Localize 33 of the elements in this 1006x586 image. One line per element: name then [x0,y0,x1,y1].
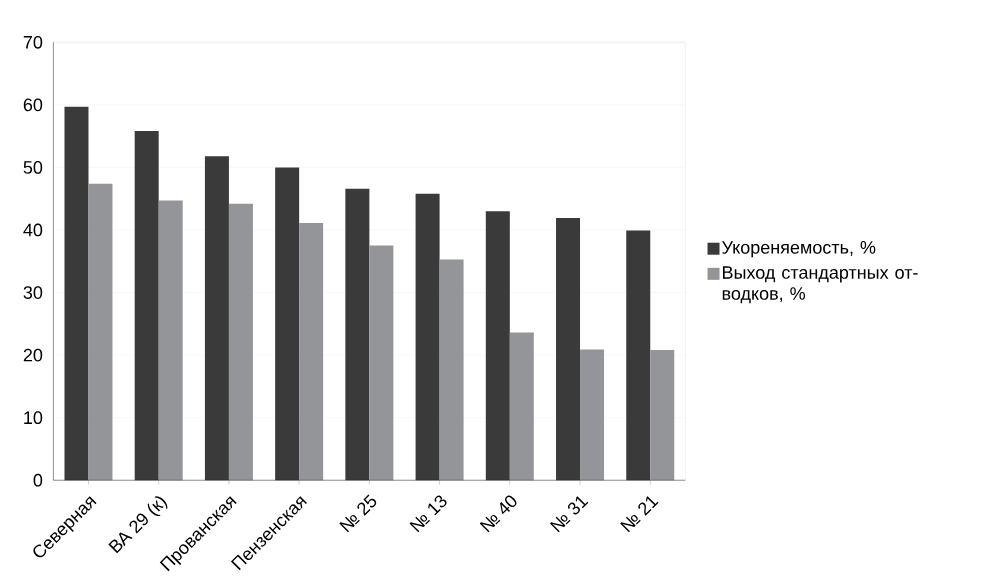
bar [158,200,183,481]
bar [345,188,370,481]
x-tick-label: № 21 [620,496,659,533]
x-tick-label: № 40 [479,495,517,533]
y-tick-label: 0 [33,473,43,487]
bar [134,131,159,481]
y-tick-label: 60 [23,98,43,112]
legend-label: Укореняемость, % [722,241,876,258]
y-tick-label: 10 [24,411,43,425]
bar [204,156,229,481]
x-tick-label: № 31 [549,496,589,533]
y-tick-label: 40 [23,223,43,237]
bar [64,106,89,481]
bar [228,203,253,481]
bar [650,350,675,481]
x-tick-label: № 13 [409,495,447,533]
y-tick-label: 50 [23,161,43,174]
y-tick-label: 30 [23,286,43,299]
bar [88,183,113,481]
y-tick-label: 70 [23,35,43,49]
y-tick-label: 20 [23,348,43,362]
bar [626,230,651,481]
bar [485,211,510,481]
bar [415,193,440,481]
bar [580,349,605,481]
bar [439,259,464,481]
bar [275,167,300,481]
x-tick-label: № 25 [339,494,377,533]
bar [369,245,394,481]
legend-label: Выход стандартных от-водков, % [722,266,918,304]
bar [509,332,534,481]
bar [556,218,581,481]
bar [299,223,324,481]
